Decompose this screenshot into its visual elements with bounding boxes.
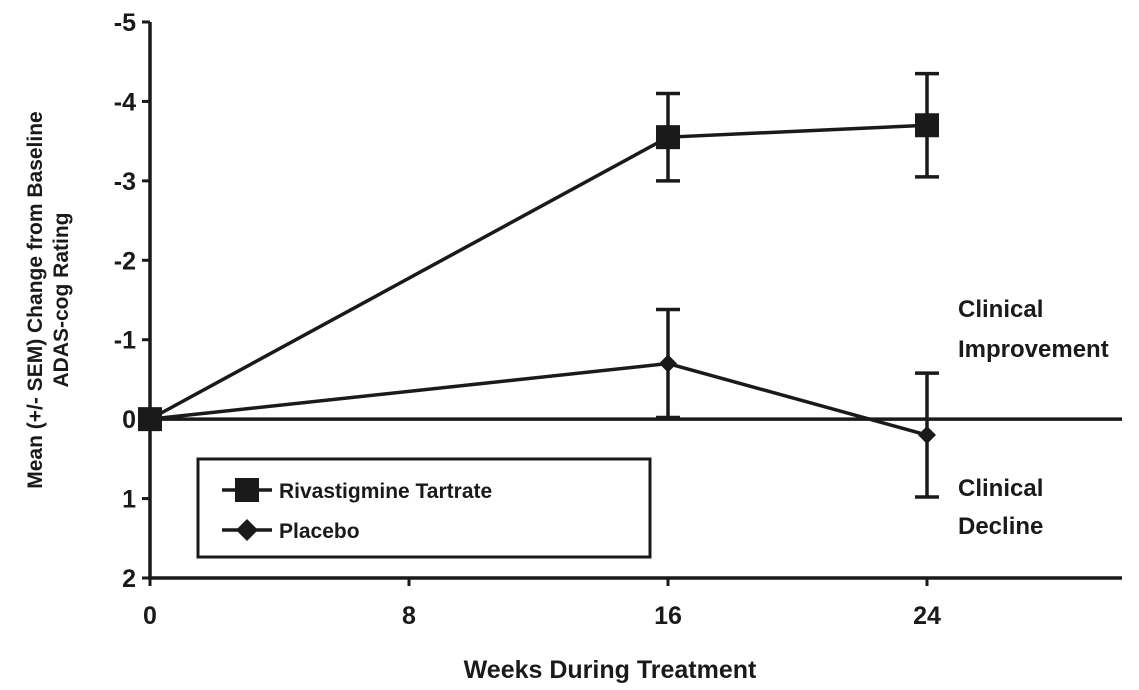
y-tick-label: 1 — [122, 486, 136, 514]
legend-box — [196, 457, 652, 559]
legend-marker-square — [235, 478, 259, 502]
x-axis-title: Weeks During Treatment — [464, 656, 757, 684]
x-tick-label: 8 — [402, 602, 416, 630]
y-tick-label: -3 — [114, 168, 136, 196]
y-tick-label: 2 — [122, 565, 136, 593]
point-marker-rivastigmine — [656, 125, 680, 150]
legend-marker-diamond — [236, 519, 258, 541]
y-tick-label: -1 — [114, 327, 136, 355]
annotation-clinical-improvement-line-1: Clinical — [958, 296, 1043, 323]
y-tick-label: 0 — [122, 406, 136, 434]
series-line-placebo — [149, 361, 928, 437]
y-tick-label: -4 — [114, 88, 136, 116]
point-marker-placebo — [659, 354, 677, 373]
x-tick-label: 0 — [143, 602, 157, 630]
x-tick-label: 16 — [654, 602, 682, 630]
series-line-rivastigmine — [149, 123, 928, 421]
point-marker-placebo — [141, 410, 159, 429]
annotation-clinical-decline-line-2: Decline — [958, 513, 1043, 540]
legend-label-placebo: Placebo — [279, 520, 360, 543]
annotation-clinical-improvement-line-2: Improvement — [958, 336, 1109, 363]
y-axis-title-line-1: Mean (+/- SEM) Change from Baseline — [24, 111, 47, 489]
legend-label-rivastigmine: Rivastigmine Tartrate — [279, 480, 492, 503]
point-marker-rivastigmine — [915, 113, 939, 138]
y-axis-title-line-2: ADAS-cog Rating — [50, 213, 73, 388]
y-tick-label: -2 — [114, 247, 136, 275]
x-tick-label: 24 — [913, 602, 941, 630]
y-tick-label: -5 — [114, 9, 136, 37]
annotation-clinical-decline-line-1: Clinical — [958, 475, 1043, 502]
point-marker-placebo — [918, 426, 936, 445]
